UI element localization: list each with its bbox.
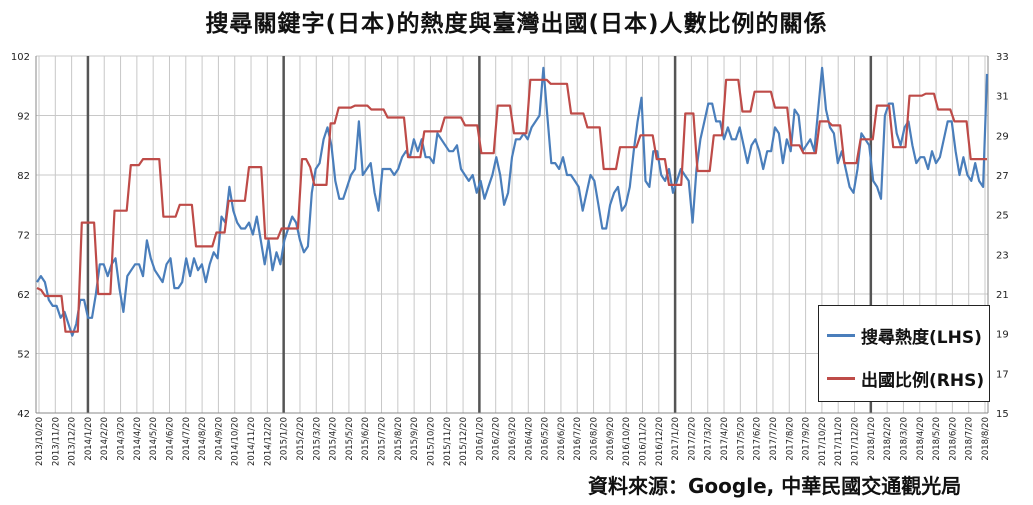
y-right-tick-label: 31: [996, 92, 1009, 103]
x-tick-label: 2016/2/20: [492, 417, 502, 461]
y-right-tick-label: 15: [996, 409, 1009, 420]
x-tick-label: 2016/4/20: [524, 417, 534, 461]
x-tick-label: 2017/9/20: [802, 417, 812, 461]
x-tick-label: 2014/9/20: [214, 417, 224, 461]
x-tick-label: 2015/10/20: [426, 417, 436, 466]
x-tick-label: 2018/1/20: [867, 417, 877, 461]
axis-layer: 42 52 62 72 82 92 102 15 17 19 21 23 25 27 29 31 33 2013/…: [11, 52, 1009, 466]
x-tick-label: 2014/12/20: [263, 417, 273, 466]
legend-item-rhs: 出國比例(RHS): [827, 366, 984, 390]
x-tick-label: 2017/6/20: [753, 417, 763, 461]
source-note: 資料來源：Google, 中華民國交通觀光局: [588, 470, 961, 499]
x-tick-label: 2015/9/20: [410, 417, 420, 461]
x-tick-label: 2015/8/20: [394, 417, 404, 461]
x-tick-label: 2014/5/20: [149, 417, 159, 461]
x-tick-label: 2018/4/20: [916, 417, 926, 461]
y-left-tick-label: 102: [11, 52, 30, 63]
legend-swatch-lhs: [827, 334, 855, 337]
legend-label-lhs: 搜尋熱度(LHS): [861, 323, 982, 348]
x-tick-label: 2016/10/20: [622, 417, 632, 466]
x-tick-label: 2015/4/20: [329, 417, 339, 461]
x-tick-label: 2014/4/20: [133, 417, 143, 461]
x-tick-label: 2016/3/20: [508, 417, 518, 461]
x-tick-label: 2016/12/20: [655, 417, 665, 466]
x-tick-label: 2015/6/20: [361, 417, 371, 461]
legend-swatch-rhs: [827, 377, 855, 380]
x-tick-label: 2015/5/20: [345, 417, 355, 461]
x-tick-label: 2016/9/20: [606, 417, 616, 461]
x-tick-label: 2014/1/20: [84, 417, 94, 461]
x-tick-label: 2017/4/20: [720, 417, 730, 461]
x-tick-label: 2015/2/20: [296, 417, 306, 461]
x-tick-label: 2017/5/20: [736, 417, 746, 461]
y-right-tick-label: 17: [996, 369, 1009, 380]
x-tick-label: 2016/5/20: [541, 417, 551, 461]
x-tick-label: 2017/2/20: [687, 417, 697, 461]
x-tick-label: 2015/1/20: [280, 417, 290, 461]
y-right-tick-label: 27: [996, 171, 1009, 182]
x-tick-label: 2016/8/20: [590, 417, 600, 461]
x-tick-label: 2018/8/20: [981, 417, 991, 461]
x-tick-label: 2013/10/20: [35, 417, 45, 466]
x-tick-label: 2016/7/20: [573, 417, 583, 461]
x-tick-label: 2018/5/20: [932, 417, 942, 461]
y-left-tick-label: 82: [17, 171, 30, 182]
x-tick-label: 2018/6/20: [948, 417, 958, 461]
y-right-tick-label: 25: [996, 211, 1009, 222]
y-right-tick-label: 23: [996, 250, 1009, 261]
x-tick-label: 2017/3/20: [704, 417, 714, 461]
y-left-tick-label: 62: [17, 290, 30, 301]
x-tick-label: 2015/3/20: [312, 417, 322, 461]
x-tick-label: 2016/1/20: [475, 417, 485, 461]
x-tick-label: 2017/7/20: [769, 417, 779, 461]
x-tick-label: 2017/11/20: [834, 417, 844, 466]
x-tick-label: 2018/7/20: [965, 417, 975, 461]
x-tick-label: 2017/8/20: [785, 417, 795, 461]
x-tick-label: 2014/10/20: [231, 417, 241, 466]
y-left-tick-label: 42: [17, 409, 30, 420]
x-tick-label: 2017/10/20: [818, 417, 828, 466]
x-tick-label: 2014/11/20: [247, 417, 257, 466]
legend-label-rhs: 出國比例(RHS): [861, 366, 984, 391]
x-tick-label: 2018/2/20: [883, 417, 893, 461]
x-tick-label: 2016/6/20: [557, 417, 567, 461]
legend-item-lhs: 搜尋熱度(LHS): [827, 323, 982, 347]
x-tick-label: 2014/6/20: [165, 417, 175, 461]
y-right-tick-label: 33: [996, 52, 1009, 63]
x-tick-label: 2017/1/20: [671, 417, 681, 461]
y-left-tick-label: 92: [17, 112, 30, 123]
y-right-tick-label: 29: [996, 131, 1009, 142]
y-right-tick-label: 19: [996, 330, 1009, 341]
x-tick-label: 2013/12/20: [68, 417, 78, 466]
x-tick-label: 2015/11/20: [443, 417, 453, 466]
y-right-tick-label: 21: [996, 290, 1009, 301]
x-tick-label: 2015/7/20: [378, 417, 388, 461]
x-tick-label: 2018/3/20: [899, 417, 909, 461]
legend: 搜尋熱度(LHS) 出國比例(RHS): [818, 305, 990, 402]
x-tick-label: 2014/8/20: [198, 417, 208, 461]
x-tick-label: 2017/12/20: [851, 417, 861, 466]
x-tick-label: 2014/3/20: [117, 417, 127, 461]
x-tick-label: 2013/11/20: [51, 417, 61, 466]
y-left-tick-label: 72: [17, 231, 30, 242]
x-tick-label: 2014/7/20: [182, 417, 192, 461]
x-tick-label: 2015/12/20: [459, 417, 469, 466]
x-tick-label: 2016/11/20: [638, 417, 648, 466]
y-left-tick-label: 52: [17, 350, 30, 361]
x-tick-label: 2014/2/20: [100, 417, 110, 461]
